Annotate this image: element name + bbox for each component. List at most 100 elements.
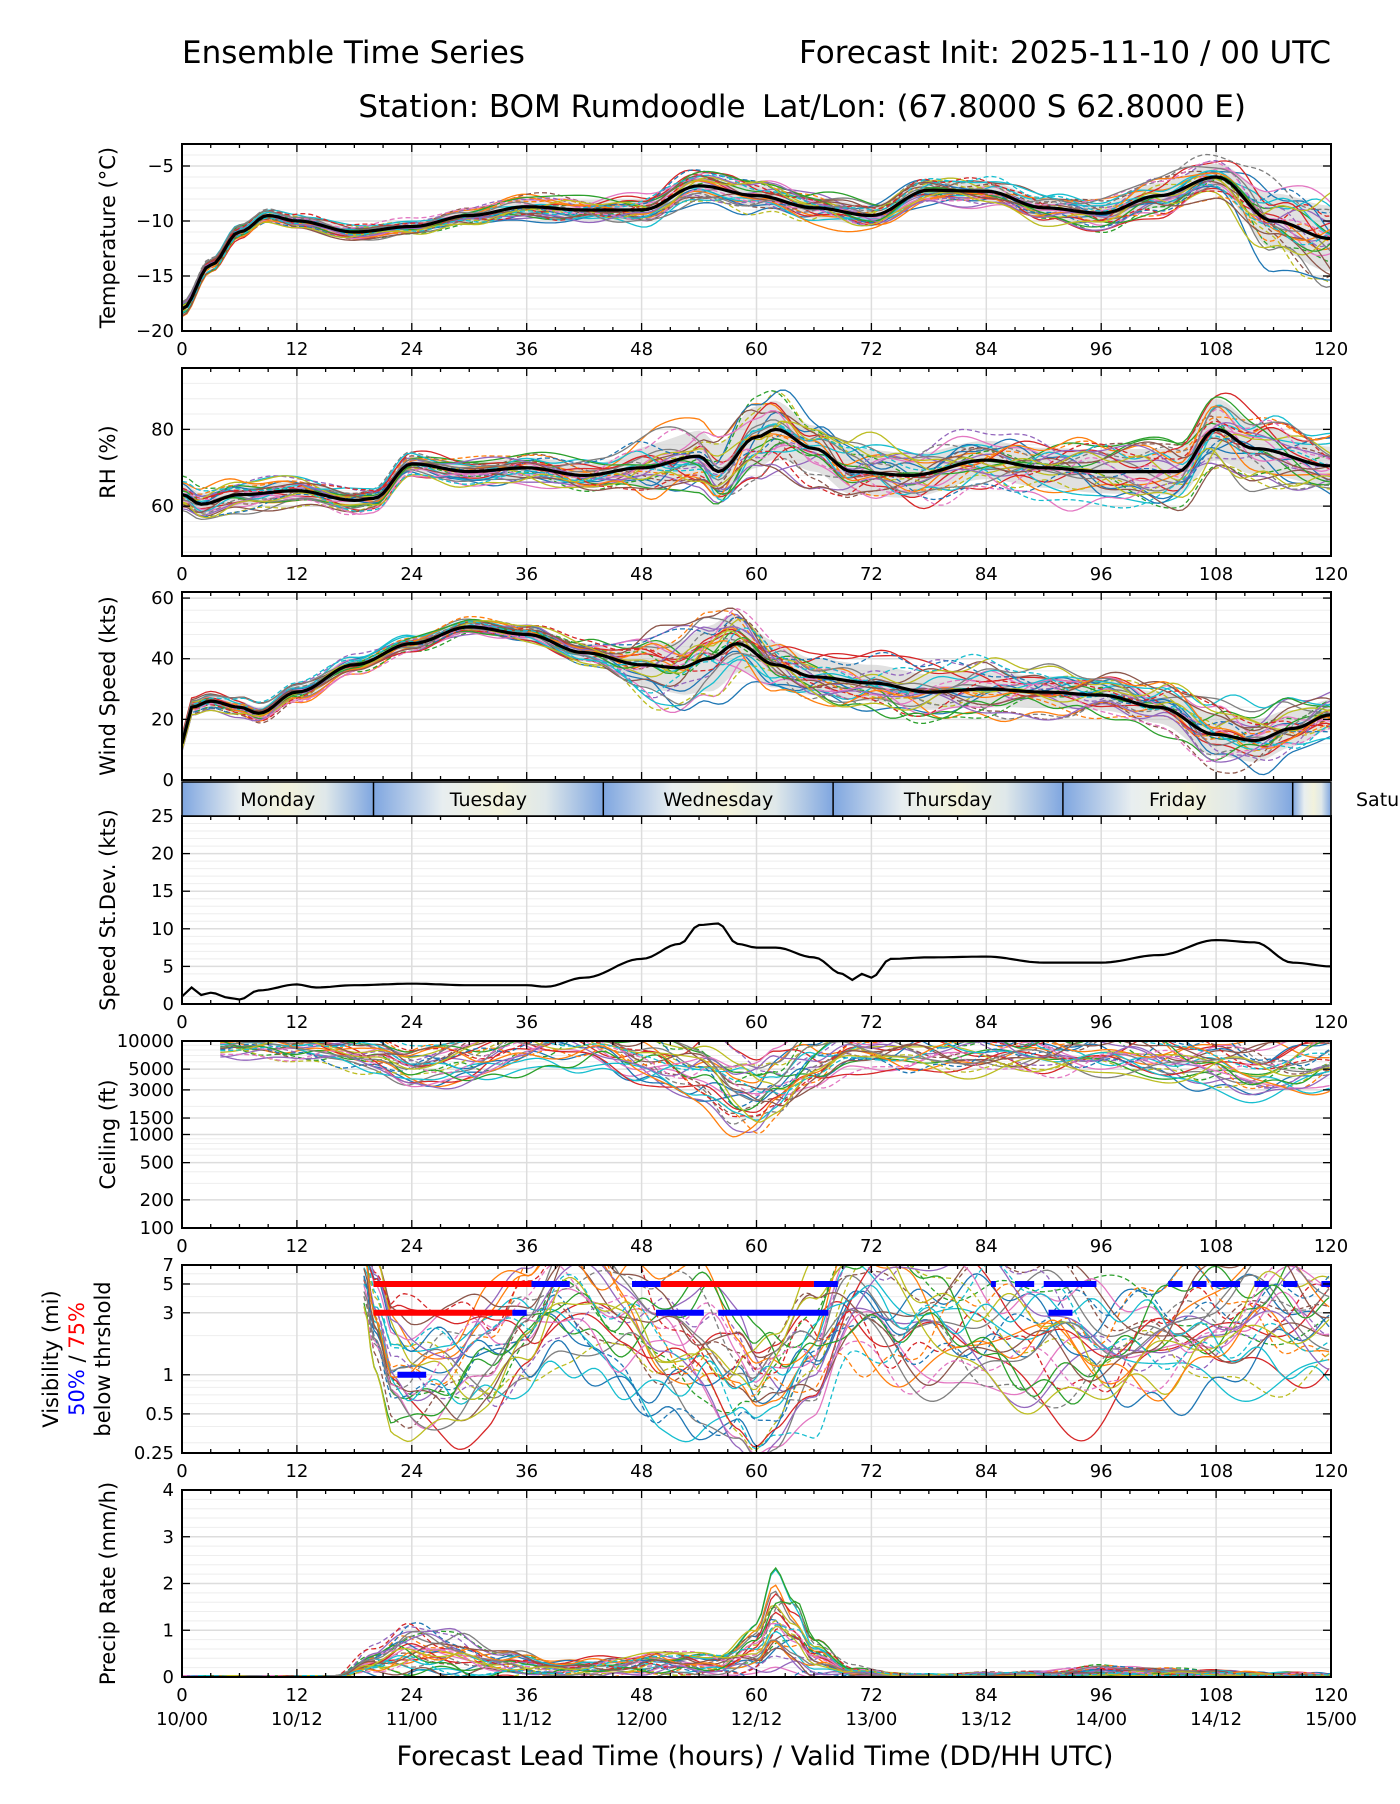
day-bar-frame — [181, 781, 1332, 817]
plot-area — [182, 922, 1331, 1001]
member-line — [363, 1283, 1330, 1405]
x-tick-label: 60 — [745, 1685, 768, 1706]
day-bar: Monday Tuesday Wednesday Thursday Friday Satu — [181, 781, 1399, 817]
member-line — [220, 1041, 1330, 1123]
y-axis-label-legend: 50% / 75% — [65, 1302, 89, 1416]
member-line — [182, 1622, 1331, 1677]
member-line — [220, 1041, 1330, 1111]
x-ticks — [181, 368, 1332, 556]
title-latlon: Lat/Lon: (67.8000 S 62.8000 E) — [762, 89, 1246, 125]
major-grid — [181, 815, 1332, 1005]
plot-area — [182, 389, 1331, 521]
x-tick-label: 12 — [285, 339, 308, 360]
major-grid — [181, 592, 1332, 781]
plot-area — [220, 1041, 1330, 1138]
y-tick-label: 1500 — [128, 1108, 174, 1129]
panel-rh: 60 80 0 12 24 36 48 60 72 84 96 108 120 RH (%) — [96, 367, 1348, 585]
member-line — [378, 1265, 1330, 1401]
x-tick-label: 120 — [1314, 1685, 1348, 1706]
x-tick-label: 108 — [1199, 1685, 1233, 1706]
x-tick-label: 60 — [745, 564, 768, 585]
x-tick-label: 24 — [400, 1685, 423, 1706]
y-tick-label: 3000 — [128, 1080, 174, 1101]
y-tick-label: 4 — [163, 1480, 174, 1501]
x-tick-label: 24 — [400, 1012, 423, 1033]
member-line — [182, 607, 1331, 742]
y-tick-label: 80 — [151, 419, 174, 440]
x-tick-label: 60 — [745, 1236, 768, 1257]
member-line — [182, 1635, 1331, 1677]
member-line — [182, 608, 1331, 762]
spread-band — [182, 163, 1331, 314]
x-tick-label: 24 — [400, 339, 423, 360]
x-tick-label: 60 — [745, 1461, 768, 1482]
y-tick-label: 200 — [140, 1190, 174, 1211]
day-cell — [182, 782, 374, 816]
valid-time-label: 11/00 — [386, 1709, 438, 1730]
member-line — [371, 1265, 1330, 1393]
x-tick-label: 12 — [285, 564, 308, 585]
x-tick-label: 12 — [285, 1461, 308, 1482]
y-tick-label: 5 — [163, 956, 174, 977]
x-tick-label: 84 — [975, 1461, 998, 1482]
x-tick-label: 96 — [1090, 1236, 1113, 1257]
ensemble-mean-line — [182, 175, 1331, 311]
y-axis-label: RH (%) — [96, 425, 120, 498]
ensemble-mean-line — [182, 922, 1331, 1001]
member-line — [182, 1630, 1331, 1677]
y-tick-label: 0.5 — [145, 1404, 174, 1425]
x-tick-label: 0 — [176, 339, 187, 360]
x-tick-label: 36 — [515, 564, 538, 585]
x-tick-label: 108 — [1199, 1012, 1233, 1033]
x-tick-label: 84 — [975, 564, 998, 585]
valid-time-label: 13/12 — [960, 1709, 1012, 1730]
member-line — [182, 1604, 1331, 1677]
member-line — [363, 1265, 1330, 1443]
y-tick-label: 20 — [151, 844, 174, 865]
member-line — [368, 1265, 1330, 1448]
x-tick-label: 72 — [860, 339, 883, 360]
y-tick-label: 15 — [151, 881, 174, 902]
member-line — [182, 432, 1331, 518]
bottom-axis: 0 10/00 12 10/12 24 11/00 36 11/12 48 12/00 60 12/1… — [156, 1685, 1357, 1730]
member-line — [220, 1041, 1330, 1080]
title-left: Ensemble Time Series — [182, 35, 525, 71]
valid-time-label: 12/12 — [731, 1709, 783, 1730]
x-tick-label: 12 — [285, 1012, 308, 1033]
x-ticks — [181, 592, 1332, 780]
day-label: Monday — [240, 789, 315, 811]
x-tick-label: 36 — [515, 1236, 538, 1257]
member-line — [182, 609, 1331, 743]
member-line — [366, 1265, 1330, 1408]
valid-time-label: 14/12 — [1190, 1709, 1242, 1730]
x-ticks — [181, 1490, 1332, 1677]
x-tick-label: 24 — [400, 564, 423, 585]
y-tick-label: 0 — [163, 770, 174, 791]
x-tick-label: 96 — [1090, 1012, 1113, 1033]
panel-temp: −20 −15 −10 −5 0 12 24 36 48 60 72 84 96 108 120 Temper… — [96, 143, 1348, 360]
member-line — [182, 423, 1331, 504]
y-axis-label: Temperature (°C) — [96, 147, 120, 329]
x-tick-label: 108 — [1199, 564, 1233, 585]
member-line — [220, 1041, 1330, 1134]
day-label: Satu — [1356, 789, 1399, 811]
y-tick-label: −20 — [136, 321, 174, 342]
ensemble-mean-line — [182, 427, 1331, 506]
member-line — [363, 1265, 1330, 1431]
member-line — [182, 621, 1331, 749]
x-tick-label: 120 — [1314, 1236, 1348, 1257]
y-tick-label: 0.25 — [134, 1443, 174, 1464]
x-tick-label: 0 — [176, 1236, 187, 1257]
plot-area — [363, 1265, 1331, 1453]
y-tick-label: 500 — [140, 1153, 174, 1174]
day-cell — [373, 782, 604, 816]
y-tick-label: 0 — [163, 994, 174, 1015]
x-tick-label: 12 — [285, 1685, 308, 1706]
x-tick-label: 72 — [860, 1461, 883, 1482]
x-tick-label: 84 — [975, 339, 998, 360]
y-tick-label: 2 — [163, 1574, 174, 1595]
x-tick-label: 12 — [285, 1236, 308, 1257]
x-ticks — [181, 1041, 1332, 1228]
member-line — [182, 405, 1331, 510]
